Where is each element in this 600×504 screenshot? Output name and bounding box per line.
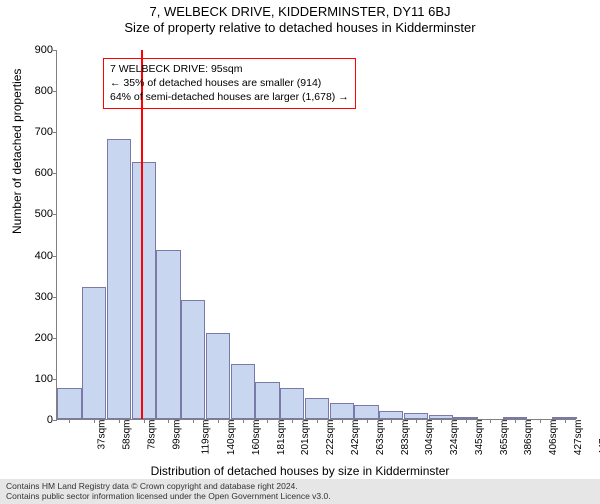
x-tick-label: 365sqm <box>499 420 510 456</box>
y-tick-mark <box>53 132 57 133</box>
x-tick-mark <box>515 419 516 423</box>
y-tick-label: 500 <box>19 208 53 220</box>
y-tick-mark <box>53 214 57 215</box>
x-tick-mark <box>466 419 467 423</box>
x-tick-mark <box>441 419 442 423</box>
x-tick-mark <box>565 419 566 423</box>
x-axis-label: Distribution of detached houses by size … <box>0 464 600 478</box>
histogram-bar <box>330 403 354 419</box>
x-tick-label: 99sqm <box>171 420 182 450</box>
histogram-bar <box>255 382 279 419</box>
chart-area: 010020030040050060070080090037sqm58sqm78… <box>56 50 576 420</box>
chart-title-sub: Size of property relative to detached ho… <box>0 20 600 35</box>
x-tick-label: 58sqm <box>122 420 133 450</box>
y-tick-label: 700 <box>19 126 53 138</box>
x-tick-mark <box>119 419 120 423</box>
x-tick-mark <box>540 419 541 423</box>
info-box-line: 7 WELBECK DRIVE: 95sqm <box>110 62 349 76</box>
x-tick-mark <box>243 419 244 423</box>
x-tick-label: 283sqm <box>400 420 411 456</box>
y-tick-label: 900 <box>19 44 53 56</box>
histogram-bar <box>305 398 329 419</box>
histogram-bar <box>206 333 230 419</box>
x-tick-label: 427sqm <box>573 420 584 456</box>
histogram-bar <box>231 364 255 420</box>
x-tick-mark <box>193 419 194 423</box>
y-tick-label: 800 <box>19 85 53 97</box>
x-tick-mark <box>317 419 318 423</box>
y-tick-mark <box>53 338 57 339</box>
footer-attribution: Contains HM Land Registry data © Crown c… <box>0 479 600 504</box>
x-tick-label: 304sqm <box>424 420 435 456</box>
histogram-bar <box>181 300 205 419</box>
x-tick-mark <box>367 419 368 423</box>
x-tick-mark <box>94 419 95 423</box>
histogram-bar <box>156 250 180 419</box>
chart-plot: 010020030040050060070080090037sqm58sqm78… <box>56 50 576 420</box>
x-tick-label: 201sqm <box>301 420 312 456</box>
x-tick-label: 181sqm <box>276 420 287 456</box>
histogram-bar <box>132 162 156 419</box>
y-tick-label: 100 <box>19 373 53 385</box>
x-tick-label: 386sqm <box>523 420 534 456</box>
y-tick-mark <box>53 50 57 51</box>
y-tick-mark <box>53 420 57 421</box>
x-tick-mark <box>391 419 392 423</box>
y-tick-mark <box>53 379 57 380</box>
y-tick-label: 0 <box>19 414 53 426</box>
x-tick-label: 406sqm <box>548 420 559 456</box>
x-tick-mark <box>218 419 219 423</box>
x-tick-mark <box>144 419 145 423</box>
histogram-bar <box>379 411 403 419</box>
chart-title-main: 7, WELBECK DRIVE, KIDDERMINSTER, DY11 6B… <box>0 4 600 19</box>
y-tick-mark <box>53 91 57 92</box>
x-tick-label: 263sqm <box>375 420 386 456</box>
histogram-bar <box>82 287 106 419</box>
y-tick-mark <box>53 297 57 298</box>
y-tick-mark <box>53 173 57 174</box>
x-tick-mark <box>416 419 417 423</box>
x-tick-label: 119sqm <box>201 420 212 455</box>
x-tick-label: 37sqm <box>97 420 108 450</box>
x-tick-mark <box>292 419 293 423</box>
x-tick-mark <box>168 419 169 423</box>
x-tick-label: 242sqm <box>350 420 361 456</box>
x-tick-label: 345sqm <box>474 420 485 456</box>
x-tick-label: 222sqm <box>325 420 336 456</box>
x-tick-mark <box>69 419 70 423</box>
x-tick-mark <box>267 419 268 423</box>
y-tick-label: 400 <box>19 250 53 262</box>
histogram-bar <box>107 139 131 419</box>
y-tick-label: 600 <box>19 167 53 179</box>
y-tick-label: 200 <box>19 332 53 344</box>
info-box-line: 64% of semi-detached houses are larger (… <box>110 90 349 104</box>
y-tick-label: 300 <box>19 291 53 303</box>
x-tick-label: 324sqm <box>449 420 460 456</box>
x-tick-mark <box>342 419 343 423</box>
histogram-bar <box>354 405 378 419</box>
footer-line-2: Contains public sector information licen… <box>6 491 594 502</box>
x-tick-label: 140sqm <box>226 420 237 456</box>
x-tick-label: 78sqm <box>146 420 157 450</box>
info-box-line: ← 35% of detached houses are smaller (91… <box>110 76 349 90</box>
x-tick-mark <box>490 419 491 423</box>
footer-line-1: Contains HM Land Registry data © Crown c… <box>6 481 594 492</box>
x-tick-label: 160sqm <box>251 420 262 456</box>
property-info-box: 7 WELBECK DRIVE: 95sqm← 35% of detached … <box>103 58 356 109</box>
histogram-bar <box>280 388 304 419</box>
y-tick-mark <box>53 256 57 257</box>
histogram-bar <box>57 388 81 419</box>
